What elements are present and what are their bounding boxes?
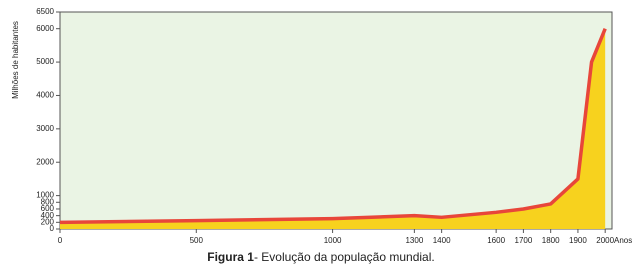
y-axis-label: Milhões de habitantes bbox=[11, 21, 20, 99]
x-tick-label: 1000 bbox=[324, 236, 342, 245]
x-tick-label: 1900 bbox=[569, 236, 587, 245]
y-tick-label: 200 bbox=[41, 217, 55, 226]
x-tick-label: 500 bbox=[190, 236, 204, 245]
x-tick-label: 0 bbox=[58, 236, 63, 245]
y-tick-label: 2000 bbox=[36, 157, 54, 166]
x-axis-label: Anos bbox=[614, 236, 632, 245]
x-tick-label: 2000 bbox=[596, 236, 614, 245]
caption-label: Figura 1 bbox=[207, 250, 254, 264]
x-tick-label: 1400 bbox=[433, 236, 451, 245]
y-tick-label: 800 bbox=[41, 197, 55, 206]
y-tick-label: 1000 bbox=[36, 191, 54, 200]
y-tick-label: 4000 bbox=[36, 91, 54, 100]
area-fill bbox=[60, 28, 606, 230]
x-tick-label: 1700 bbox=[515, 236, 533, 245]
population-line bbox=[59, 28, 607, 225]
y-tick-label: 600 bbox=[41, 204, 55, 213]
y-tick-label: 5000 bbox=[36, 57, 54, 66]
plot-background bbox=[59, 11, 613, 230]
y-tick-label: 6500 bbox=[36, 7, 54, 16]
y-tick-label: 400 bbox=[41, 211, 55, 220]
y-tick-label: 6000 bbox=[36, 24, 54, 33]
x-tick-label: 1600 bbox=[487, 236, 505, 245]
x-tick-label: 1300 bbox=[405, 236, 423, 245]
y-tick-label: 3000 bbox=[36, 124, 54, 133]
y-tick-label: 0 bbox=[50, 224, 55, 233]
caption-text: - Evolução da população mundial. bbox=[254, 250, 435, 264]
x-tick-label: 1800 bbox=[542, 236, 560, 245]
caption: Figura 1- Evolução da população mundial. bbox=[207, 250, 434, 264]
